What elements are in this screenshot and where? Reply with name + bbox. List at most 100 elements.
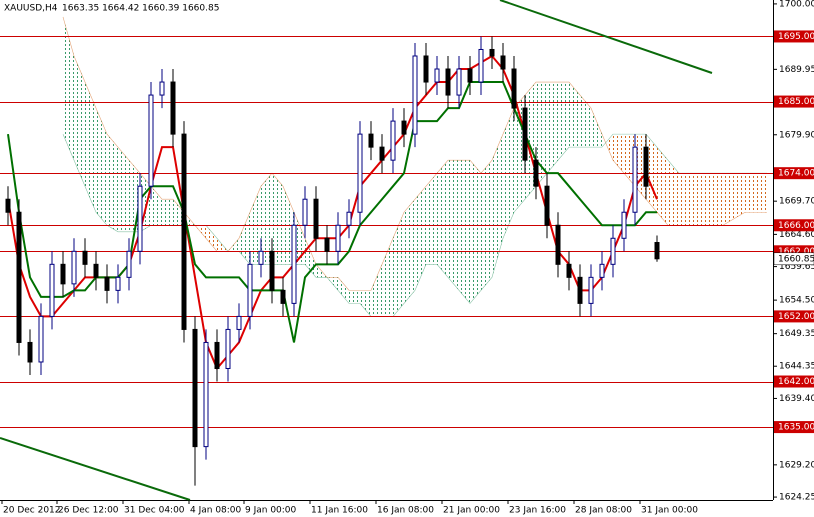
y-tick-label: 1700.00 xyxy=(779,0,814,9)
cloud-segment xyxy=(745,173,756,213)
candle-body xyxy=(115,276,121,291)
candle-body xyxy=(247,263,253,317)
candle-body xyxy=(412,55,418,135)
x-tick-label: 20 Dec 2012 xyxy=(3,506,61,516)
x-tick-label: 26 Dec 12:00 xyxy=(58,506,119,516)
cloud-segment xyxy=(118,147,129,232)
x-tick-label: 28 Jan 08:00 xyxy=(575,506,632,516)
candle-body xyxy=(401,120,407,135)
cloud-segment xyxy=(701,173,712,226)
candle-body xyxy=(71,250,77,285)
level-label: 1685.00 xyxy=(778,97,814,107)
x-tick-label: 9 Jan 00:00 xyxy=(245,506,297,516)
level-label-box xyxy=(774,219,814,232)
cloud-segment xyxy=(690,173,701,226)
cloud-segment xyxy=(371,264,382,317)
candle-body xyxy=(181,133,187,330)
cloud-segment xyxy=(723,173,734,226)
candle-body xyxy=(643,146,649,187)
level-label: 1666.00 xyxy=(778,221,814,231)
candle-body xyxy=(5,198,11,213)
candle-body xyxy=(291,224,297,304)
cloud-segment xyxy=(360,290,371,317)
current-price-box xyxy=(773,252,814,266)
candle-body xyxy=(478,48,484,83)
candle-body xyxy=(126,250,132,278)
x-tick-label: 31 Jan 00:00 xyxy=(641,506,698,516)
y-tick-label: 1664.60 xyxy=(779,230,814,240)
candle-body xyxy=(434,68,440,83)
cloud-segment xyxy=(349,290,360,304)
candle-body xyxy=(258,250,264,265)
y-tick-label: 1654.50 xyxy=(779,296,814,306)
candle-body xyxy=(280,289,286,304)
candle-body xyxy=(302,198,308,226)
candle-body xyxy=(225,328,231,369)
chart-title: XAUUSD,H4 xyxy=(4,4,58,14)
candle-body xyxy=(632,146,638,213)
candle-body xyxy=(522,107,528,161)
y-tick-label: 1639.40 xyxy=(779,394,814,404)
candle-body xyxy=(588,276,594,304)
candle-body xyxy=(236,315,242,330)
candle-body xyxy=(368,133,374,148)
candle-body xyxy=(654,242,660,260)
candle-body xyxy=(500,55,506,70)
candle-body xyxy=(577,276,583,304)
candle-body xyxy=(357,133,363,213)
level-label-box xyxy=(774,30,814,43)
y-tick-label: 1679.90 xyxy=(779,130,814,140)
candle-body xyxy=(467,68,473,83)
cloud-segment xyxy=(756,173,767,213)
y-tick-label: 1624.25 xyxy=(779,493,814,503)
cloud-segment xyxy=(74,55,85,187)
y-tick-label: 1669.70 xyxy=(779,197,814,207)
cloud-segment xyxy=(107,134,118,232)
x-tick-label: 4 Jan 08:00 xyxy=(190,506,242,516)
x-tick-label: 21 Jan 00:00 xyxy=(443,506,500,516)
candle-body xyxy=(313,198,319,239)
level-label: 1652.00 xyxy=(778,312,814,322)
cloud-segment xyxy=(470,160,481,304)
cloud-segment xyxy=(591,108,602,148)
level-label-box xyxy=(774,310,814,323)
candle-body xyxy=(137,185,143,252)
level-label: 1674.00 xyxy=(778,169,814,179)
candle-body xyxy=(423,55,429,83)
level-label-box xyxy=(774,167,814,180)
candle-body xyxy=(159,81,165,96)
cloud-segment xyxy=(437,160,448,278)
candle-body xyxy=(192,328,198,448)
x-tick-label: 23 Jan 16:00 xyxy=(509,506,566,516)
x-tick-label: 16 Jan 08:00 xyxy=(377,506,434,516)
cloud-segment xyxy=(338,277,349,304)
trend-line xyxy=(0,437,191,501)
candle-body xyxy=(489,48,495,57)
cloud-segment xyxy=(569,82,580,148)
cloud-segment xyxy=(393,212,404,317)
y-tick-label: 1649.35 xyxy=(779,329,814,339)
cloud-segment xyxy=(657,147,668,226)
cloud-border xyxy=(62,16,767,291)
cloud-segment xyxy=(712,173,723,226)
cloud-segment xyxy=(734,173,745,219)
cloud-segment xyxy=(426,173,437,265)
candle-body xyxy=(511,68,517,109)
y-tick-label: 1644.35 xyxy=(779,362,814,372)
level-label-box xyxy=(774,95,814,108)
level-label: 1695.00 xyxy=(778,32,814,42)
candle-body xyxy=(379,146,385,161)
cloud-segment xyxy=(272,173,283,265)
level-label: 1662.00 xyxy=(778,247,814,257)
candle-body xyxy=(456,68,462,96)
candle-body xyxy=(555,224,561,265)
candle-body xyxy=(445,68,451,96)
candle-body xyxy=(104,276,110,291)
current-price-label: 1660.85 xyxy=(778,254,814,264)
cloud-segment xyxy=(679,173,690,226)
cloud-segment xyxy=(459,160,470,304)
level-label-box xyxy=(774,245,814,258)
candle-body xyxy=(214,341,220,369)
